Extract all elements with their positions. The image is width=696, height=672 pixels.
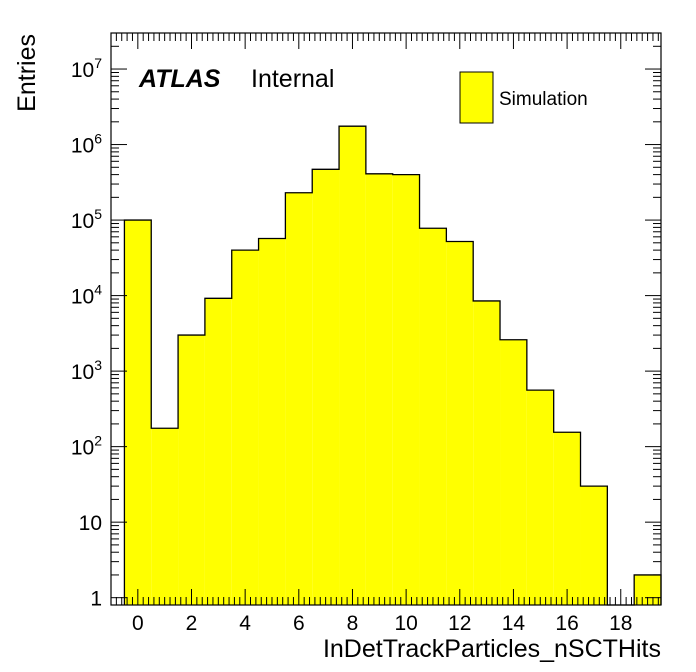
x-axis-title: InDetTrackParticles_nSCTHits xyxy=(323,635,661,663)
y-tick-label: 105 xyxy=(71,206,102,233)
x-tick-label: 6 xyxy=(293,612,305,635)
histogram-bar xyxy=(446,241,474,606)
histogram-bar xyxy=(500,339,527,605)
histogram-bar xyxy=(526,390,554,605)
x-tick-label: 0 xyxy=(132,612,144,635)
histogram-bar xyxy=(365,173,393,606)
y-tick-label: 103 xyxy=(71,357,102,384)
histogram-bar xyxy=(553,432,581,605)
y-tick-label: 104 xyxy=(71,282,102,309)
histogram-bar xyxy=(580,486,608,605)
histogram-bar xyxy=(204,298,232,605)
y-tick-label: 10 xyxy=(79,512,102,535)
legend: Simulation xyxy=(459,71,588,124)
atlas-label: ATLAS xyxy=(138,65,221,93)
histogram-bar xyxy=(151,428,179,605)
legend-label: Simulation xyxy=(499,89,588,110)
y-axis-title: Entries xyxy=(13,34,41,112)
histogram-bars xyxy=(123,125,662,606)
x-tick-label: 14 xyxy=(502,612,526,635)
histogram-bar xyxy=(124,220,152,605)
internal-label: Internal xyxy=(251,65,334,93)
histogram-bar xyxy=(231,250,259,605)
histogram-bar xyxy=(178,335,205,605)
histogram-bar xyxy=(339,126,366,605)
y-tick-labels: 1 10 102 103 104 105 106 107 xyxy=(71,55,102,611)
y-tick-label: 106 xyxy=(71,131,102,158)
plot-frame xyxy=(110,32,662,606)
x-tick-label: 2 xyxy=(186,612,198,635)
x-tick-label: 12 xyxy=(448,612,471,635)
histogram-bar xyxy=(312,169,340,605)
x-tick-label: 16 xyxy=(555,612,578,635)
legend-swatch xyxy=(459,71,494,124)
histogram-bar xyxy=(419,228,447,605)
histogram-bar xyxy=(473,300,501,605)
x-tick-label: 10 xyxy=(394,612,417,635)
y-tick-label: 1 xyxy=(90,588,102,611)
histogram-bar xyxy=(392,174,420,606)
x-tick-label: 8 xyxy=(347,612,359,635)
x-tick-labels: 0 2 4 6 8 10 12 14 16 18 xyxy=(132,612,632,635)
y-tick-label: 102 xyxy=(71,433,102,460)
axis-ticks xyxy=(110,32,661,605)
histogram-outline xyxy=(123,125,662,606)
x-tick-label: 4 xyxy=(239,612,251,635)
y-tick-label: 107 xyxy=(71,55,102,82)
histogram-bar xyxy=(285,192,313,605)
x-tick-label: 18 xyxy=(609,612,632,635)
histogram-bar xyxy=(258,238,286,605)
